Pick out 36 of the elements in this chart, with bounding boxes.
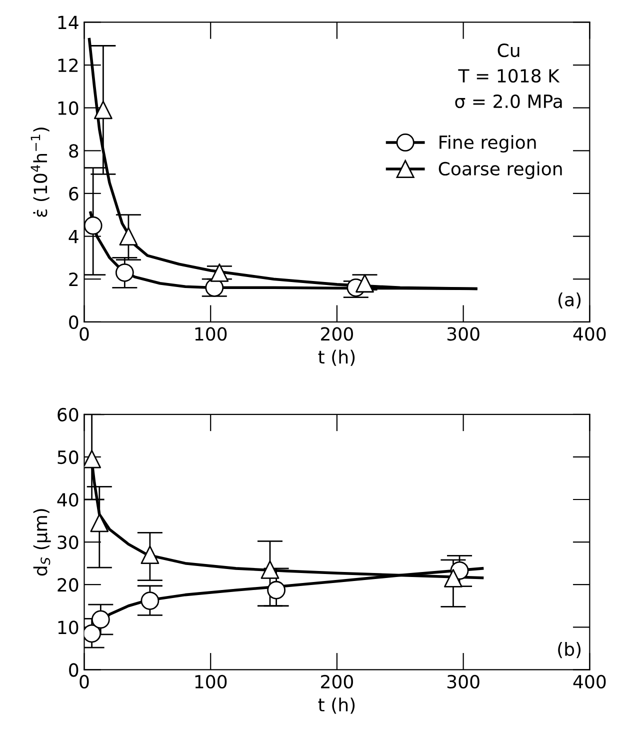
- y-tick-label: 10: [58, 620, 78, 634]
- legend-label: Fine region: [440, 135, 536, 153]
- x-axis-title: t (h): [318, 698, 355, 714]
- y-tick-label: 2: [69, 272, 78, 286]
- y-tick-label: 0: [69, 315, 78, 330]
- legend-label: Coarse region: [438, 162, 562, 180]
- y-tick-label: 20: [58, 578, 78, 592]
- annotation: Cu: [498, 44, 520, 58]
- x-tick-label: 100: [195, 674, 227, 689]
- y-tick-label: 6: [69, 186, 78, 201]
- x-tick-label: 200: [321, 327, 353, 341]
- x-tick-label: 400: [573, 327, 606, 341]
- y-tick-label: 0: [69, 663, 78, 677]
- x-tick-label: 0: [80, 327, 89, 341]
- y-tick-label: 30: [58, 536, 78, 550]
- x-tick-label: 200: [321, 674, 353, 689]
- y-tick-label: 14: [58, 16, 78, 30]
- y-tick-label: 12: [58, 58, 78, 72]
- y-tick-label: 4: [68, 230, 78, 244]
- x-axis-title: t (h): [318, 350, 355, 366]
- y-tick-label: 8: [69, 144, 78, 158]
- annotation: (b): [558, 642, 581, 658]
- annotation: σ = 2.0 MPa: [455, 94, 562, 108]
- x-tick-label: 400: [573, 674, 606, 689]
- x-tick-label: 100: [195, 327, 227, 341]
- y-tick-label: 40: [57, 492, 78, 507]
- y-tick-label: 10: [58, 101, 78, 115]
- annotation: (a): [558, 292, 581, 309]
- y-tick-label: 60: [58, 408, 78, 422]
- x-tick-label: 300: [447, 327, 480, 341]
- annotation: T = 1018 K: [458, 68, 560, 83]
- y-axis-title: ε̇ (10$^{4}$h$^{−1}$): [30, 128, 50, 217]
- y-tick-label: 50: [58, 450, 78, 464]
- x-tick-label: 300: [447, 674, 480, 689]
- y-axis-title: d$_{S}$ (μm): [33, 509, 51, 576]
- x-tick-label: 0: [80, 674, 89, 689]
